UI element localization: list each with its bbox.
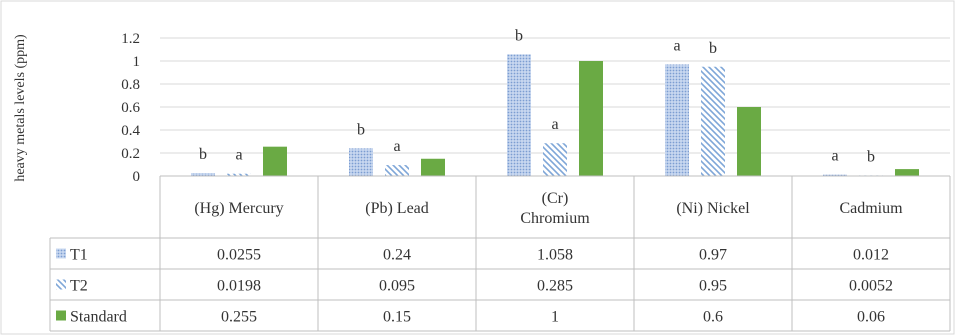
significance-letter: a — [235, 147, 242, 164]
significance-letter: a — [673, 37, 680, 54]
y-tick-label: 1.2 — [121, 31, 140, 47]
data-table-cell: 1.058 — [537, 247, 573, 264]
data-table-cell: 0.285 — [537, 278, 573, 295]
bar-standard — [895, 169, 919, 176]
category-label: Cadmium — [839, 200, 903, 217]
bar-t2 — [385, 165, 409, 176]
significance-letter: b — [709, 40, 717, 57]
data-table-cell: 0.0198 — [217, 278, 261, 295]
data-table-cell: 0.095 — [379, 278, 415, 295]
data-table-cell: 0.15 — [383, 309, 411, 326]
legend-key-standard — [56, 310, 66, 321]
data-table-cell: 0.95 — [699, 278, 727, 295]
category-label: Chromium — [520, 210, 590, 227]
significance-letter: a — [831, 148, 838, 165]
bar-t2 — [227, 173, 251, 176]
significance-letter: b — [199, 146, 207, 163]
data-table-cell: 0.012 — [853, 247, 889, 264]
bar-standard — [263, 146, 287, 176]
bar-t1 — [191, 173, 215, 176]
y-tick-label: 0.8 — [121, 77, 140, 93]
category-label: (Ni) Nickel — [676, 200, 750, 217]
category-label: (Pb) Lead — [365, 200, 429, 217]
bar-t1 — [349, 148, 373, 176]
bar-t1 — [507, 54, 531, 176]
bar-t1 — [665, 64, 689, 176]
significance-letter: b — [515, 27, 523, 44]
y-tick-label: 0.2 — [121, 146, 140, 162]
category-label: (Cr) — [542, 190, 569, 207]
legend-label: Standard — [70, 309, 127, 326]
y-tick-label: 1 — [133, 54, 141, 70]
data-table-cell: 0.0255 — [217, 247, 261, 264]
legend-label: T2 — [70, 278, 88, 295]
bar-t1 — [823, 174, 847, 176]
legend-key-t2 — [56, 279, 66, 290]
y-tick-label: 0 — [133, 169, 141, 185]
significance-letter: b — [357, 121, 365, 138]
data-table-cell: 0.6 — [703, 309, 723, 326]
data-table-cell: 0.0052 — [849, 278, 893, 295]
category-label: (Hg) Mercury — [194, 200, 283, 217]
legend-label: T1 — [70, 247, 88, 264]
data-table-cell: 0.255 — [221, 309, 257, 326]
significance-letter: a — [393, 138, 400, 155]
significance-letter: a — [551, 116, 558, 133]
bar-standard — [579, 61, 603, 176]
y-axis-title: heavy metals levels (ppm) — [13, 34, 28, 182]
bar-t2 — [543, 143, 567, 176]
data-table-cell: 0.24 — [383, 247, 411, 264]
significance-letter: b — [867, 148, 875, 165]
data-table-cell: 1 — [551, 309, 559, 326]
data-table-cell: 0.97 — [699, 247, 727, 264]
legend-key-t1 — [56, 248, 66, 259]
data-table-cell: 0.06 — [857, 309, 885, 326]
y-tick-label: 0.4 — [121, 123, 140, 139]
y-tick-label: 0.6 — [121, 100, 140, 116]
bar-standard — [421, 158, 445, 176]
bar-t2 — [701, 66, 725, 176]
bar-standard — [737, 107, 761, 176]
